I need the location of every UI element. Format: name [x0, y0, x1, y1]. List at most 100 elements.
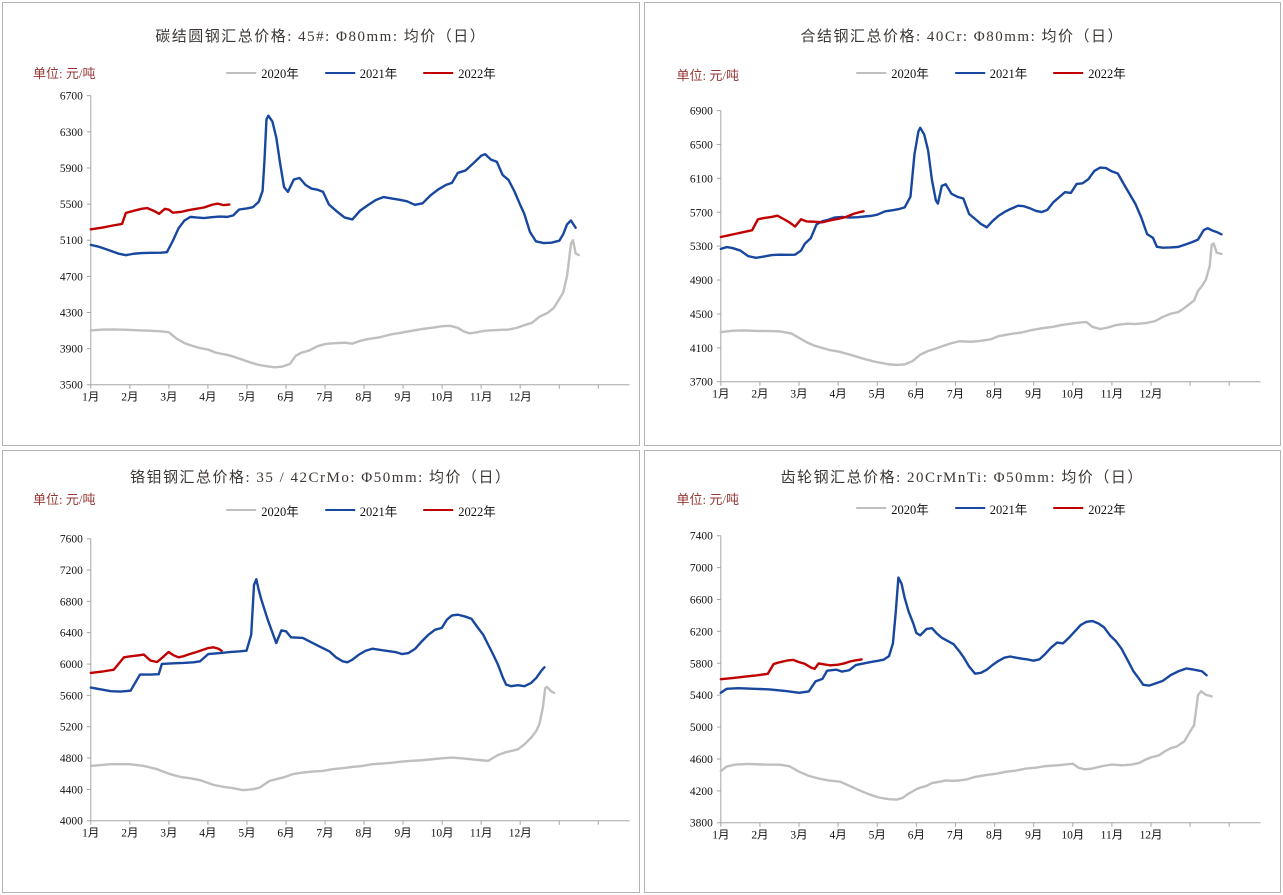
y-axis-tick-label: 6400 — [60, 627, 83, 639]
legend-swatch-2020 — [226, 509, 257, 511]
x-axis-tick-label: 6月 — [907, 829, 924, 841]
line-chart-canvas: 3500 3900 4300 4700 5100 5500 5900 6300 6700 1月 2月… — [60, 91, 630, 404]
legend-swatch-2021 — [954, 507, 985, 509]
legend-item-2021: 2021年 — [954, 63, 1028, 82]
legend-swatch-2020 — [226, 71, 257, 74]
x-axis-tick-label: 11月 — [1100, 829, 1122, 841]
chart-title: 合结钢汇总价格: 40Cr: Φ80mm: 均价（日） — [800, 29, 1125, 45]
x-axis-tick-label: 7月 — [946, 389, 963, 401]
legend-label: 2021年 — [989, 67, 1028, 81]
x-axis-tick-label: 1月 — [712, 389, 729, 401]
legend-swatch-2021 — [324, 509, 355, 511]
series-line-2021年 — [719, 575, 1208, 694]
y-axis-tick-label: 4800 — [60, 753, 83, 765]
y-axis-tick-label: 7400 — [689, 530, 712, 542]
x-axis-tick-label: 10月 — [1061, 829, 1084, 841]
legend: 2020年 2021年 2022年 — [226, 501, 496, 520]
legend-swatch-2022 — [1053, 507, 1084, 509]
x-axis-tick-label: 9月 — [1025, 389, 1042, 401]
x-axis-tick-label: 1月 — [82, 827, 99, 839]
legend-item-2022: 2022年 — [1053, 63, 1126, 82]
y-axis-tick-label: 6800 — [60, 596, 83, 608]
unit-label: 单位: 元/吨 — [676, 68, 739, 83]
y-axis-tick-label: 5800 — [689, 658, 712, 670]
x-axis-tick-label: 5月 — [238, 392, 255, 404]
series-line-2022年 — [89, 202, 231, 231]
chart-title: 碳结圆钢汇总价格: 45#: Φ80mm: 均价（日） — [155, 29, 487, 45]
series-line-2020年 — [719, 242, 1223, 367]
legend: 2020年 2021年 2022年 — [226, 63, 496, 82]
x-axis-tick-label: 2月 — [121, 827, 138, 839]
series-line-2022年 — [719, 657, 863, 680]
legend: 2020年 2021年 2022年 — [856, 499, 1126, 518]
chart-panel-crmo-steel: 铬钼钢汇总价格: 35 / 42CrMo: Φ50mm: 均价（日） 单位: 元… — [2, 449, 640, 893]
y-axis-tick-label: 6000 — [60, 659, 83, 671]
chart-title: 铬钼钢汇总价格: 35 / 42CrMo: Φ50mm: 均价（日） — [129, 469, 512, 486]
y-axis-tick-label: 5500 — [60, 199, 83, 211]
y-axis-tick-label: 3800 — [689, 817, 712, 829]
y-axis-tick-label: 5600 — [60, 690, 83, 702]
axis — [716, 534, 1261, 827]
y-axis-tick-label: 6900 — [689, 106, 712, 118]
series-line-2020年 — [719, 689, 1213, 801]
legend-label: 2021年 — [989, 502, 1028, 517]
line-chart-canvas: 4000 4400 4800 5200 5600 6000 6400 6800 7200 7600… — [60, 533, 630, 839]
y-axis-tick-label: 4300 — [60, 307, 83, 319]
legend-label: 2020年 — [891, 502, 929, 517]
y-axis-tick-label: 4000 — [60, 815, 83, 827]
series-line-2021年 — [719, 126, 1223, 260]
chart-panel-gear-steel-20crmnti: 齿轮钢汇总价格: 20CrMnTi: Φ50mm: 均价（日） 单位: 元/吨 … — [643, 449, 1281, 893]
x-axis-tick-label: 9月 — [395, 392, 412, 404]
y-axis-tick-label: 5000 — [689, 722, 712, 734]
x-axis-tick-label: 3月 — [160, 392, 177, 404]
x-axis-tick-label: 5月 — [868, 389, 885, 401]
x-axis-tick-label: 11月 — [470, 827, 492, 839]
legend-label: 2020年 — [261, 504, 299, 519]
legend-swatch-2020 — [856, 71, 887, 74]
x-axis-tick-label: 3月 — [160, 827, 177, 839]
legend-item-2022: 2022年 — [423, 501, 496, 520]
legend: 2020年 2021年 2022年 — [856, 63, 1126, 82]
legend-swatch-2022 — [423, 509, 454, 511]
x-axis-tick-label: 2月 — [751, 389, 768, 401]
x-axis-tick-label: 6月 — [277, 827, 294, 839]
legend-swatch-2021 — [324, 71, 355, 74]
x-axis-tick-label: 10月 — [431, 827, 454, 839]
y-axis-tick-label: 6600 — [689, 594, 712, 606]
chart-panel-alloy-steel-40cr: 合结钢汇总价格: 40Cr: Φ80mm: 均价（日） 单位: 元/吨 2020… — [643, 2, 1281, 446]
line-chart-canvas: 3800 4200 4600 5000 5400 5800 6200 6600 7000 7400… — [689, 530, 1261, 841]
y-axis-tick-label: 5700 — [689, 207, 712, 219]
x-axis-tick-label: 12月 — [1139, 829, 1162, 841]
x-axis-tick-label: 10月 — [431, 392, 454, 404]
x-axis-tick-label: 8月 — [355, 392, 372, 404]
legend-label: 2022年 — [458, 504, 496, 519]
series-line-2021年 — [89, 114, 577, 257]
y-axis-tick-label: 5400 — [689, 690, 712, 702]
y-axis-tick-label: 5900 — [60, 163, 83, 175]
y-axis-tick-label: 5300 — [689, 241, 712, 253]
x-axis-tick-label: 6月 — [907, 389, 924, 401]
series-line-2022年 — [89, 645, 223, 674]
legend-label: 2022年 — [458, 67, 496, 81]
x-axis-tick-label: 1月 — [82, 392, 99, 404]
x-axis-tick-label: 4月 — [829, 829, 846, 841]
y-axis-tick-label: 4900 — [689, 275, 712, 287]
y-axis-tick-label: 7200 — [60, 565, 83, 577]
legend-label: 2022年 — [1088, 502, 1126, 517]
y-axis-tick-label: 7600 — [60, 533, 83, 545]
axis — [86, 95, 630, 389]
y-axis-tick-label: 6200 — [689, 626, 712, 638]
legend-item-2022: 2022年 — [423, 63, 496, 82]
x-axis-tick-label: 9月 — [395, 827, 412, 839]
y-axis-tick-label: 4400 — [60, 784, 83, 796]
x-axis-tick-label: 11月 — [1100, 389, 1122, 401]
x-axis-tick-label: 12月 — [509, 392, 532, 404]
y-axis-tick-label: 4700 — [60, 271, 83, 283]
legend-item-2020: 2020年 — [856, 499, 929, 518]
x-axis-tick-label: 8月 — [985, 829, 1002, 841]
legend-swatch-2022 — [423, 71, 454, 74]
x-axis-tick-label: 6月 — [277, 392, 294, 404]
legend-label: 2020年 — [261, 67, 299, 81]
x-axis-tick-label: 2月 — [751, 829, 768, 841]
